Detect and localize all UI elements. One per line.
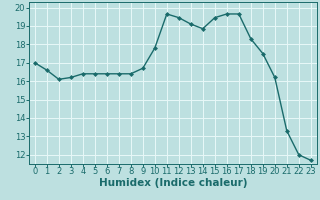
X-axis label: Humidex (Indice chaleur): Humidex (Indice chaleur) (99, 178, 247, 188)
